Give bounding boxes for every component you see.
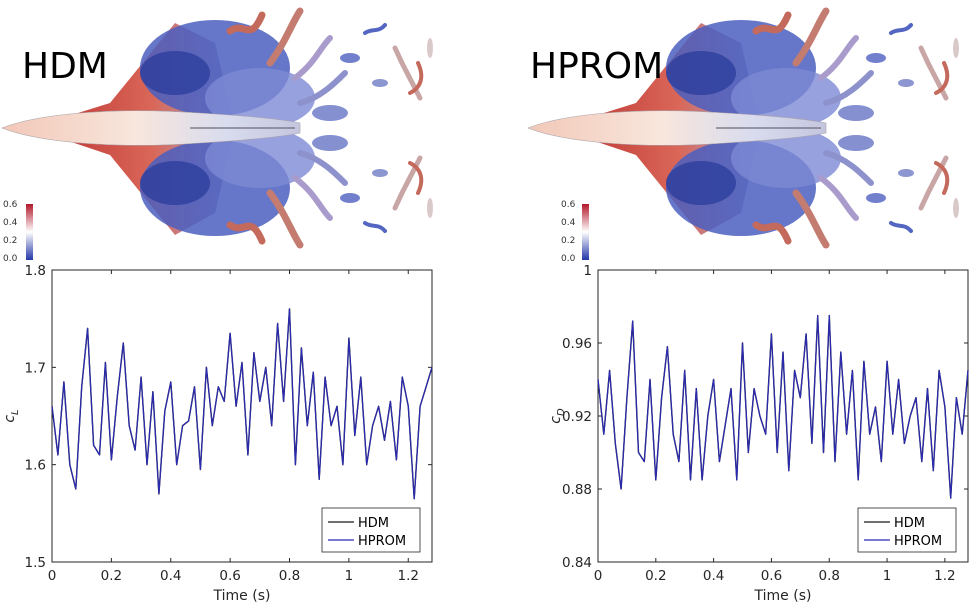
colorbar-right-gradient: [582, 204, 589, 260]
chart1-x-tick-label: 1.2: [934, 568, 955, 584]
chart0-y-axis-label-sub: L: [10, 409, 21, 415]
chart1-y-tick-label: 0.92: [562, 409, 592, 425]
chart0-legend: HDM HPROM: [321, 507, 421, 553]
colorbar-left-gradient: [26, 204, 33, 260]
chart0-legend-label: HDM: [358, 516, 389, 531]
colorbar-left-tick: 0.4: [3, 218, 18, 228]
chart0-x-tick-label: 1: [345, 568, 354, 584]
chart0-legend-label: HPROM: [358, 534, 406, 549]
chart0-x-tick-label: 0.4: [160, 568, 181, 584]
chart0-x-tick-label: 1.2: [398, 568, 419, 584]
chart1-legend-label: HPROM: [894, 534, 942, 549]
chart0-y-tick-label: 1.8: [25, 263, 46, 279]
chart0-y-tick-label: 1.6: [25, 458, 46, 474]
colorbar-left-tick: 0.2: [3, 236, 17, 246]
chart1-x-tick-label: 0.6: [761, 568, 782, 584]
chart1-y-tick-label: 0.96: [562, 336, 592, 352]
chart1-x-tick-label: 0.4: [703, 568, 724, 584]
chart1-y-tick-label: 0.88: [562, 482, 592, 498]
chart0-x-tick-label: 0: [48, 568, 57, 584]
chart0-y-axis-label: cL: [2, 409, 21, 422]
chart0-x-axis-label: Time (s): [213, 588, 271, 604]
chart1-x-tick-label: 1: [883, 568, 892, 584]
chart1-x-tick-label: 0.8: [819, 568, 840, 584]
chart0-legend-box: [321, 507, 421, 553]
chart1-x-tick-label: 0: [594, 568, 603, 584]
chart1-x-axis-label: Time (s): [754, 588, 812, 604]
colorbar-right-tick: 0.4: [561, 218, 576, 228]
colorbar-left-tick: 0.6: [3, 200, 18, 210]
chart1-y-tick-label: 0.84: [562, 555, 592, 571]
chart1-legend: HDM HPROM: [857, 507, 957, 553]
chart1-y-tick-label: 1: [583, 263, 592, 279]
chart0-y-tick-label: 1.5: [25, 555, 46, 571]
chart1-legend-box: [857, 507, 957, 553]
chart0-x-tick-label: 0.2: [101, 568, 122, 584]
chart0-y-tick-label: 1.7: [25, 360, 46, 376]
drag-coefficient-chart: 0 0.2 0.4 0.6 0.8 1 1.2 0.84 0.88 0.92 0.96 1 Time (…: [548, 263, 969, 604]
chart0-series-hprom: [51, 308, 433, 500]
colorbar-left: 0.6 0.4 0.2 0.0: [3, 200, 33, 264]
lift-coefficient-chart: 0 0.2 0.4 0.6 0.8 1 1.2 1.5 1.6 1.7 1.8 Time (s) cL H…: [2, 263, 433, 604]
chart1-series-hprom: [597, 315, 969, 499]
colorbar-right: 0.6 0.4 0.2 0.0: [561, 200, 589, 264]
chart0-x-tick-label: 0.8: [279, 568, 300, 584]
panel-title-hprom: HPROM: [530, 46, 663, 87]
chart1-y-axis-label-sub: D: [556, 408, 567, 416]
chart1-x-tick-label: 0.2: [645, 568, 666, 584]
left-panel: HDM 0.6 0.4 0.2 0.0 0 0.2 0.4 0.6 0.8 1 1.2 1.5…: [2, 11, 433, 604]
chart1-legend-label: HDM: [894, 516, 925, 531]
right-panel: HPROM 0.6 0.4 0.2 0.0 0 0.2 0.4 0.6 0.8 1 1.20…: [528, 11, 969, 604]
panel-title-hdm: HDM: [22, 46, 108, 87]
chart0-x-tick-label: 0.6: [219, 568, 240, 584]
colorbar-right-tick: 0.0: [561, 254, 576, 264]
colorbar-right-tick: 0.6: [561, 200, 576, 210]
colorbar-left-tick: 0.0: [3, 254, 18, 264]
colorbar-right-tick: 0.2: [561, 236, 575, 246]
